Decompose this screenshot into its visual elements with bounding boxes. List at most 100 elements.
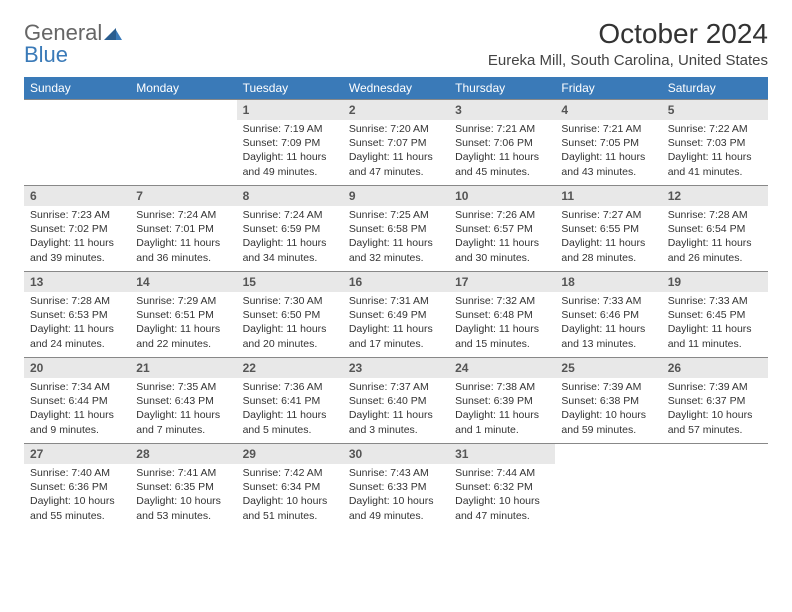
day-detail: Sunrise: 7:24 AMSunset: 6:59 PMDaylight:… [237,206,343,269]
day-detail: Sunrise: 7:34 AMSunset: 6:44 PMDaylight:… [24,378,130,441]
day-number: 8 [237,186,343,206]
calendar-cell: 15Sunrise: 7:30 AMSunset: 6:50 PMDayligh… [237,272,343,358]
day-detail: Sunrise: 7:25 AMSunset: 6:58 PMDaylight:… [343,206,449,269]
day-number: 28 [130,444,236,464]
calendar-cell [130,100,236,186]
day-number: 6 [24,186,130,206]
day-detail: Sunrise: 7:39 AMSunset: 6:38 PMDaylight:… [555,378,661,441]
calendar-cell: 21Sunrise: 7:35 AMSunset: 6:43 PMDayligh… [130,358,236,444]
calendar-cell: 30Sunrise: 7:43 AMSunset: 6:33 PMDayligh… [343,444,449,530]
day-detail: Sunrise: 7:39 AMSunset: 6:37 PMDaylight:… [662,378,768,441]
weekday-header-row: Sunday Monday Tuesday Wednesday Thursday… [24,77,768,100]
day-number: 12 [662,186,768,206]
day-detail: Sunrise: 7:29 AMSunset: 6:51 PMDaylight:… [130,292,236,355]
day-detail: Sunrise: 7:43 AMSunset: 6:33 PMDaylight:… [343,464,449,527]
calendar-cell: 27Sunrise: 7:40 AMSunset: 6:36 PMDayligh… [24,444,130,530]
day-number: 3 [449,100,555,120]
weekday-header: Sunday [24,77,130,100]
day-number: 9 [343,186,449,206]
calendar-cell: 1Sunrise: 7:19 AMSunset: 7:09 PMDaylight… [237,100,343,186]
weekday-header: Thursday [449,77,555,100]
calendar-cell: 5Sunrise: 7:22 AMSunset: 7:03 PMDaylight… [662,100,768,186]
calendar-cell: 19Sunrise: 7:33 AMSunset: 6:45 PMDayligh… [662,272,768,358]
calendar-cell [662,444,768,530]
location: Eureka Mill, South Carolina, United Stat… [488,52,768,69]
day-number: 20 [24,358,130,378]
day-detail: Sunrise: 7:24 AMSunset: 7:01 PMDaylight:… [130,206,236,269]
calendar-week-row: 13Sunrise: 7:28 AMSunset: 6:53 PMDayligh… [24,272,768,358]
day-number: 2 [343,100,449,120]
day-detail: Sunrise: 7:30 AMSunset: 6:50 PMDaylight:… [237,292,343,355]
day-number: 17 [449,272,555,292]
day-detail: Sunrise: 7:37 AMSunset: 6:40 PMDaylight:… [343,378,449,441]
calendar-week-row: 27Sunrise: 7:40 AMSunset: 6:36 PMDayligh… [24,444,768,530]
day-number: 7 [130,186,236,206]
day-number: 13 [24,272,130,292]
weekday-header: Saturday [662,77,768,100]
calendar-cell: 24Sunrise: 7:38 AMSunset: 6:39 PMDayligh… [449,358,555,444]
day-number: 19 [662,272,768,292]
month-title: October 2024 [488,18,768,50]
day-detail: Sunrise: 7:19 AMSunset: 7:09 PMDaylight:… [237,120,343,183]
calendar-table: Sunday Monday Tuesday Wednesday Thursday… [24,77,768,530]
calendar-week-row: 1Sunrise: 7:19 AMSunset: 7:09 PMDaylight… [24,100,768,186]
title-block: October 2024 Eureka Mill, South Carolina… [488,18,768,69]
day-number: 31 [449,444,555,464]
header: GeneralBlue October 2024 Eureka Mill, So… [24,18,768,69]
weekday-header: Monday [130,77,236,100]
day-number: 14 [130,272,236,292]
day-detail: Sunrise: 7:26 AMSunset: 6:57 PMDaylight:… [449,206,555,269]
calendar-cell: 22Sunrise: 7:36 AMSunset: 6:41 PMDayligh… [237,358,343,444]
day-number: 29 [237,444,343,464]
calendar-cell: 31Sunrise: 7:44 AMSunset: 6:32 PMDayligh… [449,444,555,530]
day-detail: Sunrise: 7:35 AMSunset: 6:43 PMDaylight:… [130,378,236,441]
day-detail: Sunrise: 7:38 AMSunset: 6:39 PMDaylight:… [449,378,555,441]
day-detail: Sunrise: 7:21 AMSunset: 7:05 PMDaylight:… [555,120,661,183]
day-number: 21 [130,358,236,378]
day-number: 22 [237,358,343,378]
day-detail: Sunrise: 7:23 AMSunset: 7:02 PMDaylight:… [24,206,130,269]
calendar-cell: 17Sunrise: 7:32 AMSunset: 6:48 PMDayligh… [449,272,555,358]
day-number: 10 [449,186,555,206]
day-number: 23 [343,358,449,378]
day-detail: Sunrise: 7:33 AMSunset: 6:46 PMDaylight:… [555,292,661,355]
day-number: 5 [662,100,768,120]
calendar-cell: 4Sunrise: 7:21 AMSunset: 7:05 PMDaylight… [555,100,661,186]
day-number: 27 [24,444,130,464]
calendar-cell: 10Sunrise: 7:26 AMSunset: 6:57 PMDayligh… [449,186,555,272]
day-number: 1 [237,100,343,120]
day-detail: Sunrise: 7:44 AMSunset: 6:32 PMDaylight:… [449,464,555,527]
day-detail: Sunrise: 7:33 AMSunset: 6:45 PMDaylight:… [662,292,768,355]
logo: GeneralBlue [24,22,122,66]
calendar-cell: 29Sunrise: 7:42 AMSunset: 6:34 PMDayligh… [237,444,343,530]
day-detail: Sunrise: 7:27 AMSunset: 6:55 PMDaylight:… [555,206,661,269]
calendar-cell: 14Sunrise: 7:29 AMSunset: 6:51 PMDayligh… [130,272,236,358]
weekday-header: Tuesday [237,77,343,100]
day-number: 4 [555,100,661,120]
calendar-cell: 23Sunrise: 7:37 AMSunset: 6:40 PMDayligh… [343,358,449,444]
day-detail: Sunrise: 7:21 AMSunset: 7:06 PMDaylight:… [449,120,555,183]
calendar-cell [24,100,130,186]
calendar-cell: 9Sunrise: 7:25 AMSunset: 6:58 PMDaylight… [343,186,449,272]
day-detail: Sunrise: 7:32 AMSunset: 6:48 PMDaylight:… [449,292,555,355]
day-detail: Sunrise: 7:31 AMSunset: 6:49 PMDaylight:… [343,292,449,355]
day-number: 16 [343,272,449,292]
day-detail: Sunrise: 7:41 AMSunset: 6:35 PMDaylight:… [130,464,236,527]
day-number: 24 [449,358,555,378]
weekday-header: Wednesday [343,77,449,100]
day-number: 30 [343,444,449,464]
day-detail: Sunrise: 7:40 AMSunset: 6:36 PMDaylight:… [24,464,130,527]
calendar-cell: 20Sunrise: 7:34 AMSunset: 6:44 PMDayligh… [24,358,130,444]
day-detail: Sunrise: 7:22 AMSunset: 7:03 PMDaylight:… [662,120,768,183]
day-detail: Sunrise: 7:42 AMSunset: 6:34 PMDaylight:… [237,464,343,527]
day-number: 25 [555,358,661,378]
weekday-header: Friday [555,77,661,100]
calendar-cell: 28Sunrise: 7:41 AMSunset: 6:35 PMDayligh… [130,444,236,530]
calendar-cell: 25Sunrise: 7:39 AMSunset: 6:38 PMDayligh… [555,358,661,444]
day-detail: Sunrise: 7:36 AMSunset: 6:41 PMDaylight:… [237,378,343,441]
calendar-cell: 2Sunrise: 7:20 AMSunset: 7:07 PMDaylight… [343,100,449,186]
calendar-cell: 11Sunrise: 7:27 AMSunset: 6:55 PMDayligh… [555,186,661,272]
calendar-cell: 18Sunrise: 7:33 AMSunset: 6:46 PMDayligh… [555,272,661,358]
day-detail: Sunrise: 7:20 AMSunset: 7:07 PMDaylight:… [343,120,449,183]
day-number: 18 [555,272,661,292]
